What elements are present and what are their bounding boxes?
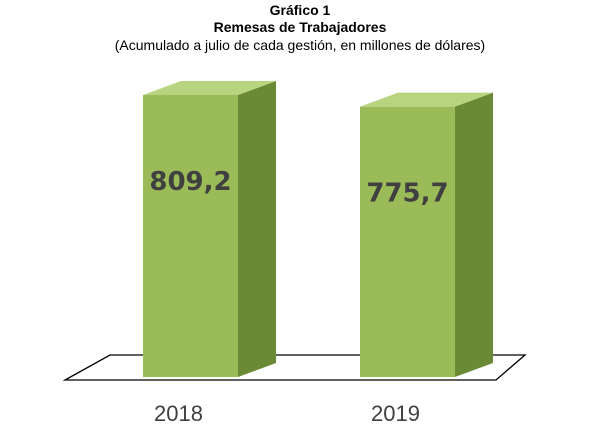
bars-group xyxy=(143,81,493,377)
bar-front xyxy=(360,106,455,377)
data-label: 809,2 xyxy=(149,167,231,197)
chart-subtitle: Remesas de Trabajadores xyxy=(213,19,387,35)
tick-label: 2019 xyxy=(371,401,420,426)
chart-note: (Acumulado a julio de cada gestión, en m… xyxy=(114,37,486,53)
bar-front xyxy=(143,95,238,377)
data-label: 775,7 xyxy=(366,179,448,209)
bar-2018 xyxy=(143,81,276,377)
bar-side xyxy=(238,81,276,377)
labels-group: 809,2 2018 775,7 2019 xyxy=(149,167,448,426)
bar-2019 xyxy=(360,92,493,377)
bar-top xyxy=(360,92,493,107)
tick-label: 2018 xyxy=(154,401,203,426)
chart-title: Gráfico 1 xyxy=(269,2,331,18)
bar-top xyxy=(143,81,276,95)
bar-side xyxy=(455,92,493,377)
